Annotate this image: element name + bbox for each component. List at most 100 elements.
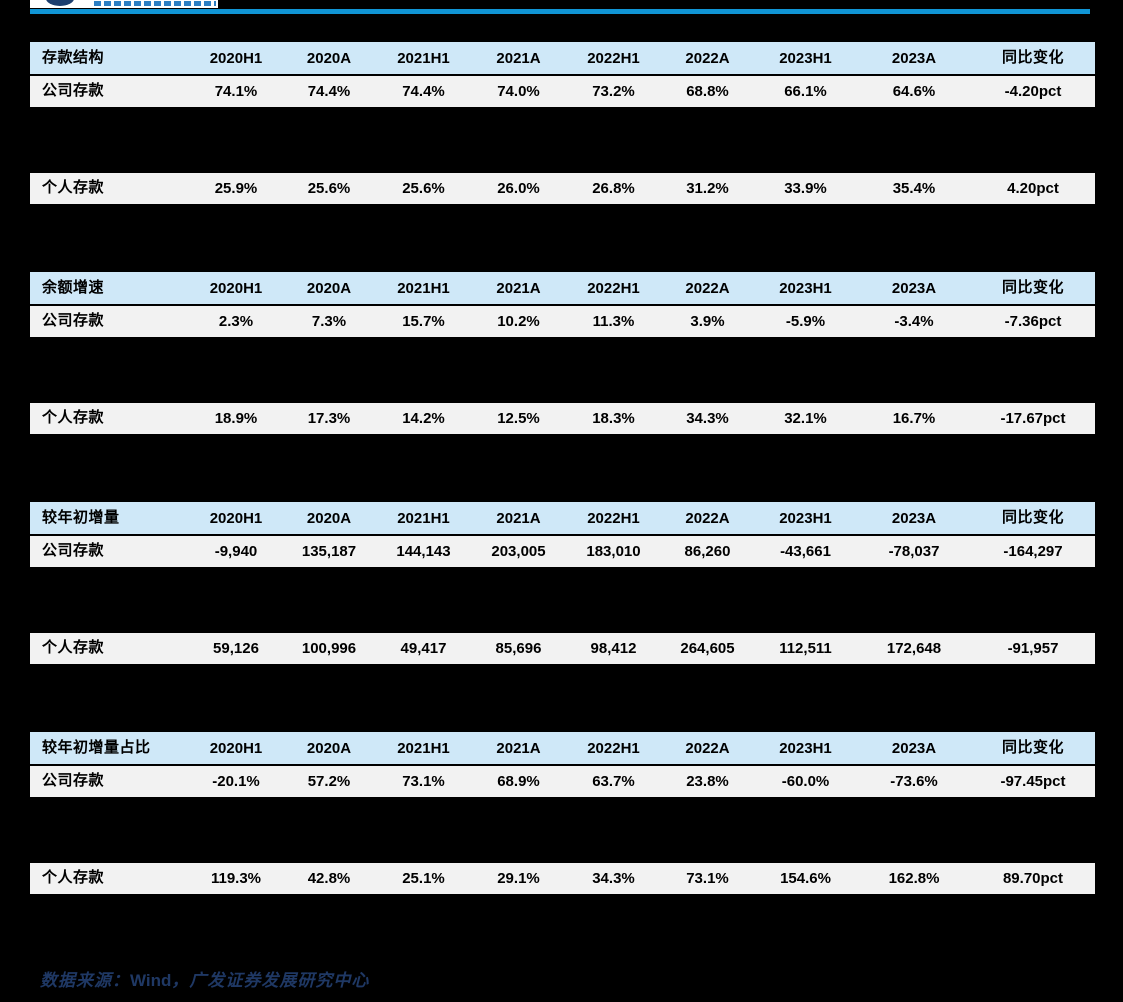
table-row: 个人存款 25.9% 25.6% 25.6% 26.0% 26.8% 31.2% 33.9% 3… bbox=[30, 173, 1095, 204]
table-row: 公司存款 -9,940 135,187 144,143 203,005 183,010 86… bbox=[30, 536, 1095, 567]
data-cell: 23.8% bbox=[686, 773, 729, 790]
data-cell: 144,143 bbox=[396, 543, 451, 560]
data-cell: 66.1% bbox=[784, 83, 827, 100]
data-cell: 264,605 bbox=[680, 640, 735, 657]
column-header: 2020A bbox=[306, 49, 352, 67]
table-title: 余额增速 bbox=[42, 279, 105, 296]
row-label: 公司存款 bbox=[42, 313, 105, 329]
data-cell: 33.9% bbox=[784, 180, 827, 197]
column-header: 2022A bbox=[685, 49, 730, 67]
data-cell: 14.2% bbox=[402, 410, 445, 427]
data-cell: 98,412 bbox=[590, 640, 637, 657]
data-cell: 68.8% bbox=[686, 83, 729, 100]
data-source-note: 数据来源：Wind，广发证券发展研究中心 bbox=[40, 966, 369, 991]
data-cell: 85,696 bbox=[495, 640, 542, 657]
data-cell: 49,417 bbox=[400, 640, 447, 657]
data-cell: 74.1% bbox=[214, 83, 258, 100]
table-1: 存款结构 2020H1 2020A 2021H1 2021A 2022H1 2022A 202… bbox=[30, 42, 1095, 204]
source-suffix: ，广发证券发展研究中心 bbox=[171, 971, 370, 990]
data-cell: -91,957 bbox=[1007, 640, 1059, 657]
row-label: 个人存款 bbox=[42, 870, 105, 886]
data-cell: 3.9% bbox=[690, 313, 725, 330]
column-header: 2020A bbox=[306, 509, 352, 527]
column-header: 2020A bbox=[306, 739, 352, 757]
data-cell: 25.6% bbox=[402, 180, 445, 197]
data-cell: -5.9% bbox=[785, 313, 826, 330]
data-cell: 135,187 bbox=[301, 543, 357, 560]
data-cell: 26.0% bbox=[497, 180, 540, 197]
data-cell: 112,511 bbox=[779, 640, 832, 657]
data-cell: 74.4% bbox=[307, 83, 351, 100]
data-cell: 11.3% bbox=[592, 313, 635, 330]
column-header: 2023H1 bbox=[779, 509, 832, 527]
column-header: 2020H1 bbox=[209, 509, 263, 527]
data-cell: -97.45pct bbox=[1000, 773, 1066, 790]
column-header: 2020H1 bbox=[209, 49, 263, 67]
table-4: 较年初增量占比 2020H1 2020A 2021H1 2021A 2022H1 2022A… bbox=[30, 732, 1095, 894]
column-header: 2021H1 bbox=[397, 279, 450, 297]
data-cell: 31.2% bbox=[686, 180, 729, 197]
data-cell: 154.6% bbox=[780, 870, 831, 887]
data-cell: 86,260 bbox=[684, 543, 731, 560]
data-cell: 63.7% bbox=[592, 773, 635, 790]
data-cell: 25.9% bbox=[214, 180, 258, 197]
data-cell: 29.1% bbox=[497, 870, 540, 887]
table-row: 个人存款 59,126 100,996 49,417 85,696 98,412 264,6… bbox=[30, 633, 1095, 664]
row-label: 个人存款 bbox=[42, 410, 105, 426]
data-cell: 64.6% bbox=[892, 83, 936, 100]
data-cell: 12.5% bbox=[497, 410, 540, 427]
data-cell: 183,010 bbox=[586, 543, 641, 560]
data-cell: 100,996 bbox=[301, 640, 357, 657]
data-cell: 172,648 bbox=[886, 640, 942, 657]
data-cell: -78,037 bbox=[888, 543, 940, 560]
column-header: 2021A bbox=[496, 739, 541, 757]
data-cell: 119.3% bbox=[210, 870, 262, 887]
column-header: 2021A bbox=[496, 279, 541, 297]
data-cell: -43,661 bbox=[780, 543, 831, 560]
data-cell: -20.1% bbox=[212, 773, 260, 790]
column-header: 2021A bbox=[496, 49, 541, 67]
data-cell: -60.0% bbox=[781, 773, 830, 790]
data-cell: 26.8% bbox=[592, 180, 635, 197]
table-title: 存款结构 bbox=[42, 49, 105, 66]
row-gap bbox=[30, 107, 1095, 173]
data-cell: 34.3% bbox=[592, 870, 635, 887]
data-cell: -9,940 bbox=[214, 543, 258, 560]
table-title: 较年初增量占比 bbox=[42, 739, 151, 756]
column-header: 2023A bbox=[891, 739, 937, 757]
table-header-row: 较年初增量 2020H1 2020A 2021H1 2021A 2022H1 2022A 20… bbox=[30, 502, 1095, 536]
row-gap bbox=[30, 567, 1095, 633]
data-cell: 25.6% bbox=[307, 180, 351, 197]
column-header: 2022A bbox=[685, 739, 730, 757]
column-header: 2021H1 bbox=[397, 739, 450, 757]
column-header: 2023A bbox=[891, 49, 937, 67]
data-cell: 68.9% bbox=[497, 773, 540, 790]
table-row: 个人存款 119.3% 42.8% 25.1% 29.1% 34.3% 73.1% 154.6… bbox=[30, 863, 1095, 894]
data-cell: 18.3% bbox=[592, 410, 635, 427]
column-header: 2022A bbox=[685, 509, 730, 527]
logo-wordmark-fragment bbox=[94, 1, 216, 6]
data-cell: 16.7% bbox=[892, 410, 936, 427]
table-header-row: 较年初增量占比 2020H1 2020A 2021H1 2021A 2022H1 2022A… bbox=[30, 732, 1095, 766]
data-cell: -73.6% bbox=[890, 773, 938, 790]
data-cell: 89.70pct bbox=[1002, 870, 1064, 887]
data-cell: 57.2% bbox=[307, 773, 351, 790]
header-divider-line bbox=[30, 9, 1090, 14]
column-header: 2023H1 bbox=[779, 279, 832, 297]
table-row: 公司存款 74.1% 74.4% 74.4% 74.0% 73.2% 68.8% 66.1% 6… bbox=[30, 76, 1095, 107]
column-header: 2020H1 bbox=[209, 739, 263, 757]
data-cell: -164,297 bbox=[1003, 543, 1063, 560]
data-cell: 34.3% bbox=[686, 410, 729, 427]
column-header: 2023H1 bbox=[779, 739, 832, 757]
logo-globe-icon bbox=[46, 0, 74, 6]
publisher-logo bbox=[30, 0, 218, 8]
column-header: 2021H1 bbox=[397, 509, 450, 527]
table-2: 余额增速 2020H1 2020A 2021H1 2021A 2022H1 2022A 202… bbox=[30, 272, 1095, 434]
column-header: 2022H1 bbox=[587, 279, 640, 297]
column-header: 2023A bbox=[891, 509, 937, 527]
column-header: 2023H1 bbox=[779, 49, 832, 67]
row-label: 个人存款 bbox=[42, 640, 105, 656]
column-header: 2022A bbox=[685, 279, 730, 297]
column-header: 2022H1 bbox=[587, 49, 640, 67]
